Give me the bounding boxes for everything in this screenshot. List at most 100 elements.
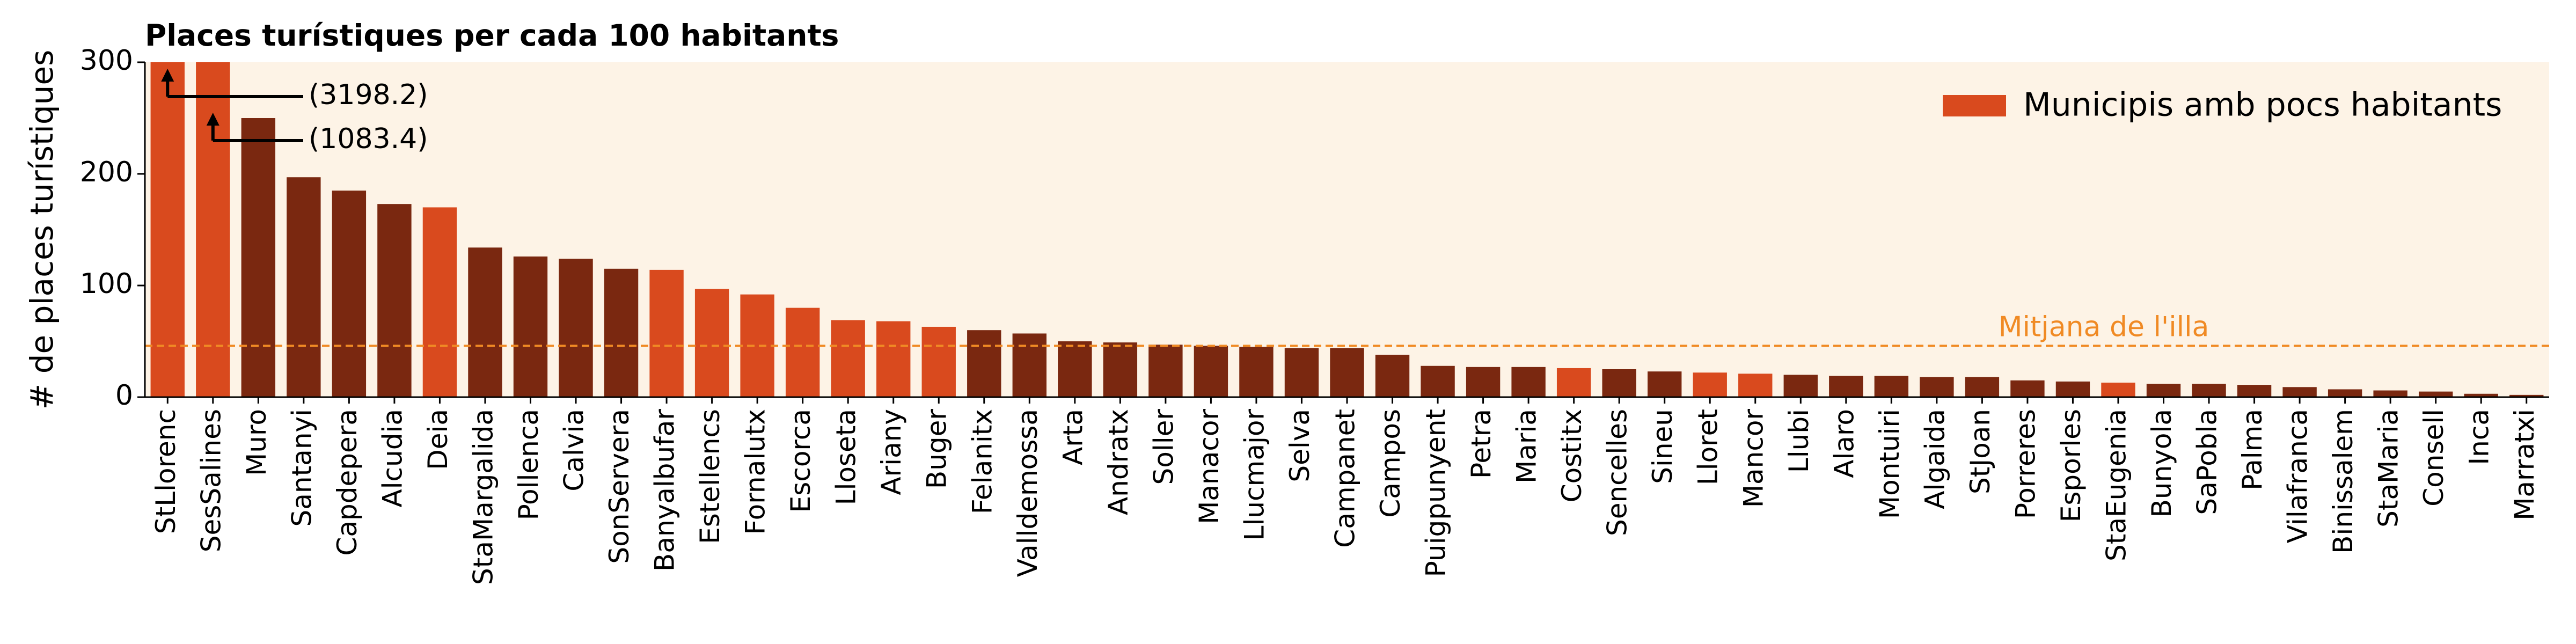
- x-tick-label: Llucmajor: [1239, 409, 1270, 541]
- x-tick-label: Esporles: [2055, 409, 2087, 522]
- x-tick-label: Campanet: [1330, 409, 1361, 548]
- x-tick-label: Sineu: [1647, 409, 1678, 484]
- x-tick-label: Bunyola: [2146, 409, 2177, 517]
- x-tick-label: StJoan: [1965, 409, 1996, 494]
- bar: [422, 207, 457, 397]
- x-tick-label: SesSalines: [195, 409, 226, 552]
- x-tick-label: Consell: [2418, 409, 2449, 507]
- bar: [196, 62, 230, 397]
- bar: [2373, 390, 2407, 397]
- y-tick-label: 200: [80, 156, 133, 188]
- bar: [649, 269, 684, 397]
- x-tick-label: Marratxi: [2509, 409, 2540, 521]
- reference-label: Mitjana de l'illa: [1999, 311, 2209, 343]
- bar: [1330, 348, 1364, 397]
- x-tick-label: Lloseta: [831, 409, 862, 505]
- x-tick-label: Alaro: [1828, 409, 1860, 478]
- x-tick-label: Alcudia: [377, 409, 408, 508]
- bar: [2010, 380, 2045, 397]
- y-axis-label: # de places turístiques: [24, 50, 60, 410]
- x-tick-label: Sencelles: [1602, 409, 1633, 536]
- x-tick-label: Pollenca: [513, 409, 544, 520]
- x-tick-label: Maria: [1511, 409, 1542, 484]
- x-tick-label: Valldemossa: [1012, 409, 1043, 577]
- x-tick-label: StLlorenc: [150, 409, 181, 534]
- bar: [1920, 377, 1954, 397]
- bar: [559, 259, 593, 397]
- x-tick-label: Puigpunyent: [1421, 409, 1452, 577]
- bar: [1466, 367, 1501, 397]
- annotation-arrow: [166, 79, 303, 98]
- bar: [604, 268, 639, 397]
- x-tick-label: Palma: [2237, 409, 2268, 491]
- x-tick-label: Algaida: [1919, 409, 1950, 509]
- bar: [468, 247, 502, 397]
- bar: [694, 289, 729, 397]
- bar: [241, 118, 276, 397]
- bar: [785, 308, 820, 397]
- x-tick-label: Selva: [1284, 409, 1315, 482]
- x-tick-label: Fornalutx: [740, 409, 771, 535]
- chart-title: Places turístiques per cada 100 habitant…: [145, 18, 839, 53]
- bar: [1783, 375, 1818, 397]
- bar: [1421, 365, 1455, 397]
- x-tick-label: Felanitx: [967, 409, 998, 514]
- x-tick-label: Petra: [1466, 409, 1497, 479]
- bar: [2464, 393, 2498, 397]
- bar: [2509, 394, 2544, 397]
- value-label: (3198.2): [309, 79, 428, 111]
- x-tick-label: StaMargalida: [467, 409, 499, 585]
- x-tick-label: Montuiri: [1874, 409, 1905, 519]
- bar: [2192, 384, 2226, 397]
- x-tick-label: StaEugenia: [2101, 409, 2132, 561]
- annotation-arrow: [211, 123, 303, 142]
- x-tick-label: Calvia: [559, 409, 590, 492]
- bar: [513, 256, 548, 397]
- bar: [1148, 345, 1183, 397]
- x-tick-label: Manacor: [1194, 409, 1225, 524]
- bar: [1058, 341, 1092, 397]
- bar: [1511, 367, 1546, 397]
- x-tick-label: Arta: [1057, 409, 1088, 465]
- legend-label: Municipis amb pocs habitants: [2023, 86, 2502, 124]
- bar: [1874, 376, 1909, 397]
- x-tick-label: StaMaria: [2373, 409, 2404, 528]
- bar: [2237, 385, 2272, 397]
- bar: [1738, 374, 1773, 397]
- y-tick-label: 300: [80, 45, 133, 77]
- x-tick-label: SaPobla: [2192, 409, 2223, 515]
- x-tick-label: Vilafranca: [2282, 409, 2314, 543]
- x-tick-label: Binissalem: [2328, 409, 2359, 554]
- bar: [1375, 354, 1410, 397]
- bar: [967, 330, 1001, 397]
- x-tick-label: Buger: [921, 409, 953, 489]
- bar: [332, 191, 367, 397]
- x-tick-label: SonServera: [604, 409, 635, 564]
- bar: [1602, 369, 1636, 397]
- bar: [2055, 381, 2090, 397]
- bar: [740, 294, 774, 397]
- x-tick-label: Deia: [422, 409, 453, 470]
- x-tick-label: Lloret: [1693, 409, 1724, 485]
- bar: [1103, 342, 1138, 397]
- bar: [1012, 333, 1046, 397]
- x-tick-label: Andratx: [1103, 409, 1134, 515]
- x-tick-label: Soller: [1148, 409, 1179, 485]
- x-tick-label: Porreres: [2010, 409, 2041, 519]
- bar: [2282, 387, 2317, 397]
- bar: [1194, 346, 1228, 397]
- bar: [377, 204, 412, 397]
- legend-swatch: [1943, 95, 2006, 116]
- bar: [1648, 371, 1682, 397]
- x-tick-label: Costitx: [1556, 409, 1587, 502]
- x-tick-label: Llubi: [1783, 409, 1814, 473]
- x-tick-label: Santanyi: [286, 409, 317, 526]
- bar: [921, 326, 956, 397]
- annotation-arrowhead: [206, 113, 219, 126]
- bar: [1829, 376, 1863, 397]
- annotation-arrowhead: [161, 69, 174, 82]
- bar: [1239, 347, 1274, 397]
- bar: [2418, 391, 2453, 397]
- y-tick-label: 0: [115, 379, 133, 412]
- x-tick-label: Capdepera: [332, 409, 363, 556]
